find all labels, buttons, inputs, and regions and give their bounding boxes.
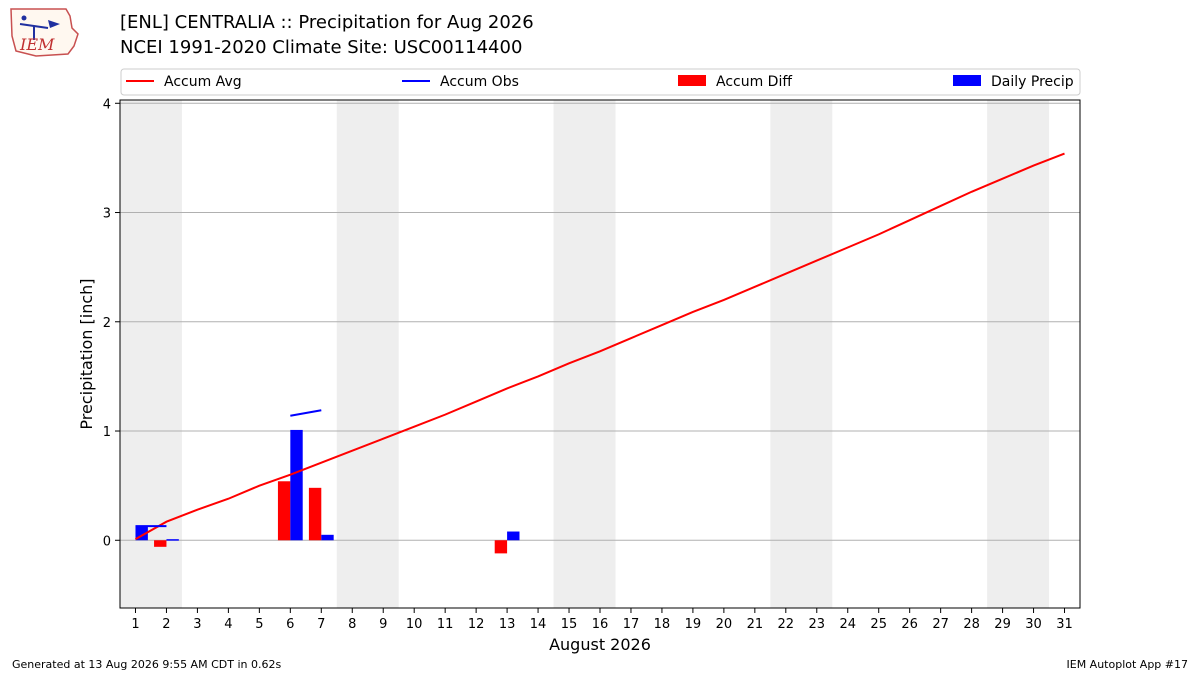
chart-title: [ENL] CENTRALIA :: Precipitation for Aug…	[120, 12, 534, 33]
x-tick-label: 1	[131, 617, 139, 632]
x-tick-label: 7	[317, 617, 325, 632]
x-tick-label: 19	[685, 617, 702, 632]
x-tick-label: 20	[716, 617, 733, 632]
x-tick-label: 4	[224, 617, 232, 632]
x-tick-label: 24	[839, 617, 856, 632]
x-tick-label: 16	[592, 617, 609, 632]
accum-obs-line	[290, 409, 322, 417]
weekend-band	[336, 100, 399, 608]
legend-accum-avg-label: Accum Avg	[164, 74, 242, 90]
x-tick-label: 26	[901, 617, 918, 632]
x-tick-label: 15	[561, 617, 578, 632]
x-tick-label: 31	[1056, 617, 1073, 632]
x-tick-label: 28	[963, 617, 980, 632]
chart-subtitle: NCEI 1991-2020 Climate Site: USC00114400	[120, 37, 523, 58]
daily-precip-bar	[321, 534, 334, 541]
legend-accum-diff-label: Accum Diff	[716, 74, 792, 90]
weekend-band	[120, 100, 182, 608]
x-tick-label: 27	[932, 617, 949, 632]
plot-frame	[119, 99, 1081, 609]
legend-accum-obs-label: Accum Obs	[440, 74, 519, 90]
x-tick-label: 30	[1025, 617, 1042, 632]
y-tick-label: 2	[103, 316, 111, 331]
x-tick-label: 9	[379, 617, 387, 632]
x-tick-label: 3	[193, 617, 201, 632]
x-tick-label: 18	[654, 617, 671, 632]
x-axis-label: August 2026	[549, 635, 651, 654]
x-tick-label: 21	[747, 617, 764, 632]
accum-diff-bar	[154, 540, 167, 547]
daily-precip-bar	[507, 531, 520, 541]
logo-text: IEM	[19, 35, 55, 54]
x-tick-label: 14	[530, 617, 547, 632]
daily-precip-bar	[166, 539, 179, 541]
x-tick-label: 10	[406, 617, 423, 632]
legend-daily-precip-swatch	[953, 75, 981, 86]
x-tick-label: 25	[870, 617, 887, 632]
x-tick-label: 8	[348, 617, 356, 632]
weekend-band	[553, 100, 616, 608]
y-tick-label: 3	[103, 207, 111, 222]
accum-diff-bar	[277, 481, 291, 541]
x-tick-label: 5	[255, 617, 263, 632]
x-tick-label: 22	[778, 617, 795, 632]
accum-diff-bar	[308, 487, 322, 541]
legend-accum-diff-swatch	[678, 75, 706, 86]
y-tick-label: 1	[103, 425, 111, 440]
x-tick-label: 29	[994, 617, 1011, 632]
x-tick-label: 23	[809, 617, 826, 632]
x-tick-label: 13	[499, 617, 516, 632]
legend-box	[120, 68, 1081, 96]
accum-avg-line	[134, 152, 1065, 541]
iem-logo: IEM	[10, 8, 79, 57]
app-credit: IEM Autoplot App #17	[1066, 658, 1189, 671]
x-tick-label: 17	[623, 617, 640, 632]
x-tick-label: 2	[162, 617, 170, 632]
x-tick-label: 6	[286, 617, 294, 632]
accum-diff-bar	[494, 540, 508, 554]
y-tick-label: 0	[103, 534, 111, 549]
y-tick-label: 4	[103, 97, 111, 112]
legend-daily-precip-label: Daily Precip	[991, 74, 1074, 90]
x-tick-label: 11	[437, 617, 454, 632]
daily-precip-bar	[290, 429, 303, 541]
x-tick-label: 12	[468, 617, 485, 632]
weekend-band	[987, 100, 1050, 608]
generated-note: Generated at 13 Aug 2026 9:55 AM CDT in …	[12, 658, 282, 671]
weekend-band	[770, 100, 833, 608]
y-axis-label: Precipitation [inch]	[77, 278, 96, 429]
